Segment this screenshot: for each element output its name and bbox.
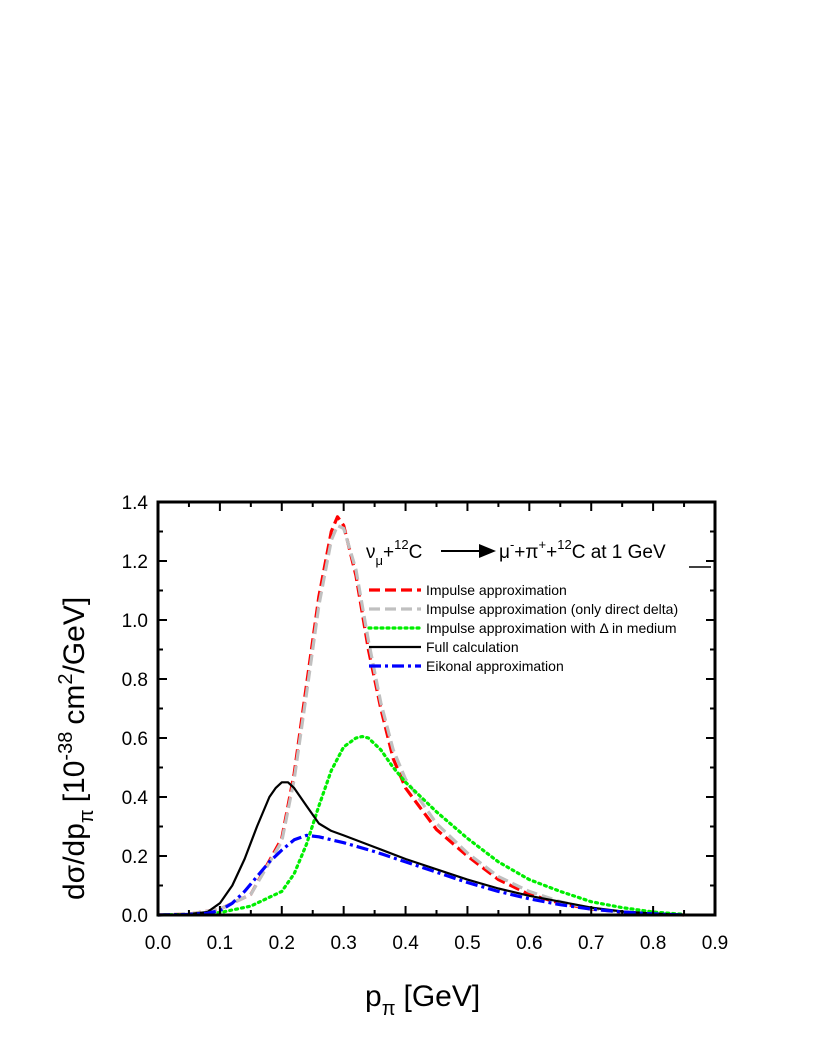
legend-label: Impulse approximation <box>426 582 567 598</box>
plot-frame <box>156 500 717 917</box>
legend-label: Full calculation <box>426 639 519 655</box>
reaction-arrow <box>441 544 496 558</box>
x-tick-label: 0.1 <box>207 933 233 954</box>
x-tick-label: 0.4 <box>392 933 419 954</box>
y-tick-label: 1.2 <box>122 552 148 573</box>
y-tick-label: 0.0 <box>122 906 148 927</box>
series-line-impulse-approximation-with-in-medium <box>156 734 686 917</box>
x-tick-label: 0.8 <box>640 933 666 954</box>
y-tick-label: 0.4 <box>122 788 149 809</box>
x-tick-label: 0.5 <box>454 933 480 954</box>
x-tick-label: 0.3 <box>330 933 356 954</box>
x-tick-label: 0.7 <box>578 933 604 954</box>
series-line-full-calculation <box>157 781 685 917</box>
reaction-annotation: νμ+12C <box>366 537 422 568</box>
y-tick-label: 0.8 <box>122 670 148 691</box>
reaction-annotation-products: μ-+π++12C at 1 GeV <box>499 537 666 563</box>
series-line-impulse-approximation-only-direct-delta <box>157 524 685 917</box>
legend-label: Impulse approximation (only direct delta… <box>426 601 678 617</box>
y-axis-title: dσ/dpπ[10-38cm2/GeV] <box>55 597 98 900</box>
series-line-impulse-approximation <box>157 515 685 917</box>
y-tick-label: 0.2 <box>122 847 148 868</box>
x-tick-label: 0.6 <box>516 933 542 954</box>
x-tick-label: 0.2 <box>269 933 295 954</box>
x-tick-label: 0.9 <box>702 933 728 954</box>
series-line-eikonal-approximation <box>157 833 685 917</box>
series-layer <box>156 515 686 917</box>
y-tick-label: 0.6 <box>122 729 148 750</box>
legend-label: Impulse approximation with Δ in medium <box>426 620 677 636</box>
y-tick-label: 1.0 <box>122 611 148 632</box>
ticks-layer: 0.0 0.1 0.2 0.3 0.4 0.5 0.6 0.7 0.8 0.9 0.0 0.2 0.4 0… <box>122 493 729 954</box>
y-tick-label: 1.4 <box>122 493 149 514</box>
x-tick-label: 0.0 <box>145 933 171 954</box>
x-axis-title: pπ [GeV] <box>365 980 480 1020</box>
legend: Impulse approximation Impulse approximati… <box>367 582 678 674</box>
legend-label: Eikonal approximation <box>426 658 564 674</box>
